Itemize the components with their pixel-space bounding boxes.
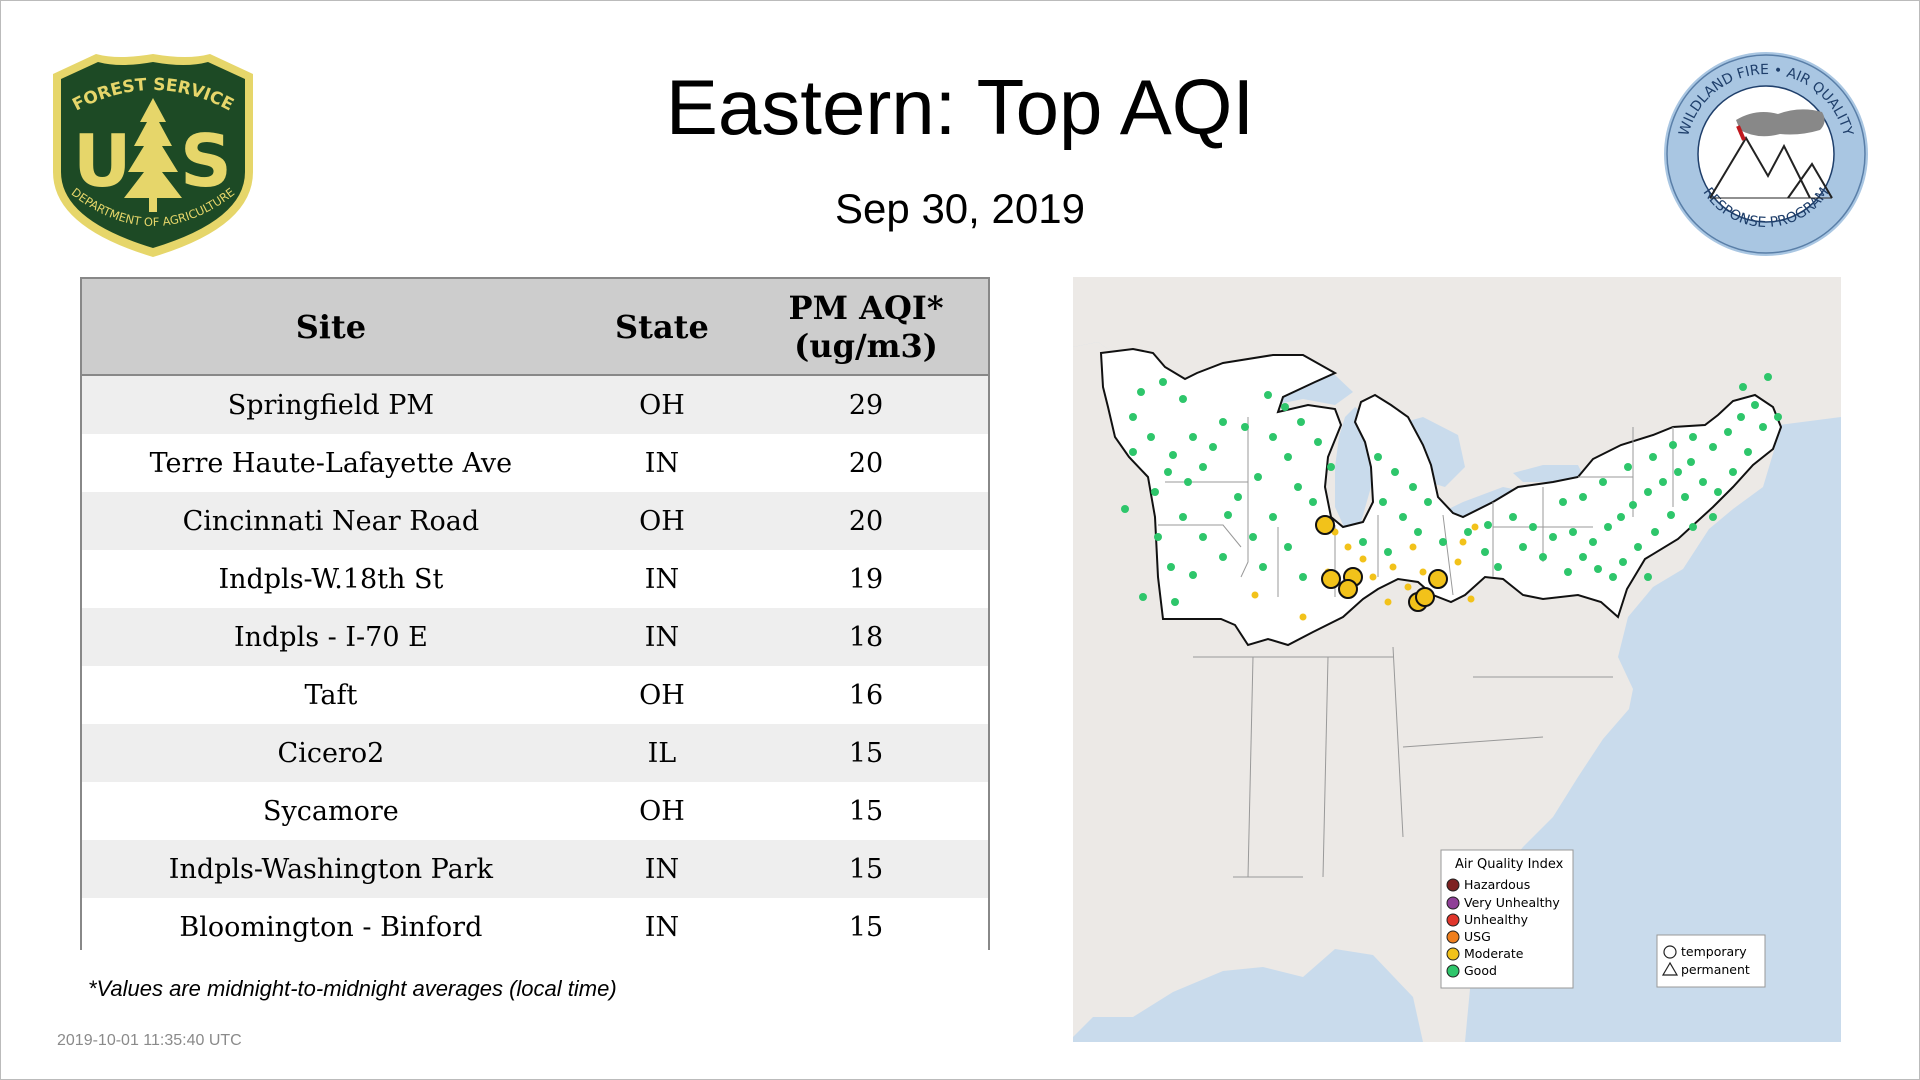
legend-label: Very Unhealthy: [1464, 895, 1560, 910]
cell-state: OH: [639, 679, 685, 711]
table-row: Cincinnati Near Road OH 20: [82, 492, 988, 550]
mountains-icon: [1709, 136, 1811, 199]
map-legend: Air Quality Index Hazardous Very Unhealt…: [1440, 849, 1766, 989]
cell-site: Taft: [304, 679, 358, 711]
cell-aqi: 18: [848, 621, 884, 653]
table-row: Bloomington - Binford IN 15: [82, 898, 988, 956]
permanent-marker-icon: [1661, 961, 1679, 976]
legend-label: USG: [1464, 929, 1491, 944]
table-row: Sycamore OH 15: [82, 782, 988, 840]
legend-item-unhealthy: Unhealthy: [1446, 912, 1529, 927]
state-borders: [1158, 417, 1674, 878]
table-row: Indpls - I-70 E IN 18: [82, 608, 988, 666]
forest-service-logo: FOREST SERVICE U S DEPARTMENT OF AGRICUL…: [48, 52, 258, 258]
header-site: Site: [295, 307, 367, 346]
eastern-region: [1099, 347, 1783, 647]
cell-site: Sycamore: [263, 795, 399, 827]
cell-site: Cincinnati Near Road: [182, 505, 480, 537]
table-row: Indpls-Washington Park IN 15: [82, 840, 988, 898]
table-header: Site State PM AQI* (ug/m3): [82, 279, 988, 376]
cell-aqi: 16: [848, 679, 884, 711]
smoke-plume-icon: [1736, 109, 1825, 137]
wildland-fire-logo: WILDLAND FIRE • AIR QUALITY RESPONSE PRO…: [1660, 48, 1872, 260]
cell-site: Indpls-Washington Park: [168, 853, 493, 885]
flame-icon: [1736, 125, 1746, 141]
legend-item-good: Good: [1446, 963, 1497, 978]
cell-state: IN: [644, 447, 680, 479]
generated-timestamp: 2019-10-01 11:35:40 UTC: [57, 1032, 242, 1049]
header-state: State: [615, 307, 709, 346]
legend-title: Air Quality Index: [1455, 857, 1564, 872]
hazardous-marker: [1446, 878, 1460, 892]
report-date: Sep 30, 2019: [835, 185, 1085, 232]
legend-temporary-label: temporary: [1681, 944, 1747, 959]
cell-state: IN: [644, 621, 680, 653]
cell-site: Springfield PM: [227, 389, 435, 421]
page-title: Eastern: Top AQI: [665, 63, 1255, 151]
table-row: Cicero2 IL 15: [82, 724, 988, 782]
legend-item-hazardous: Hazardous: [1446, 877, 1530, 892]
logo-letter-s: S: [180, 119, 232, 203]
cell-state: IL: [647, 737, 677, 769]
aqi-map: Air Quality Index Hazardous Very Unhealt…: [1073, 277, 1841, 1042]
legend-item-usg: USG: [1446, 929, 1491, 944]
cell-aqi: 29: [848, 389, 884, 421]
good-monitors: [1121, 373, 1782, 606]
cell-site: Indpls - I-70 E: [233, 621, 428, 653]
cell-aqi: 15: [848, 795, 884, 827]
logo-letter-u: U: [73, 119, 131, 203]
table-body: Springfield PM OH 29 Terre Haute-Lafayette…: [82, 376, 988, 956]
cell-state: OH: [639, 389, 685, 421]
unhealthy-marker: [1446, 913, 1460, 927]
table-row: Springfield PM OH 29: [82, 376, 988, 434]
moderate-marker: [1446, 947, 1460, 961]
table-row: Indpls-W.18th St IN 19: [82, 550, 988, 608]
aqi-table: Site State PM AQI* (ug/m3) Springfield P…: [80, 277, 990, 956]
good-marker: [1446, 964, 1460, 978]
cell-aqi: 20: [848, 447, 884, 479]
cell-state: IN: [644, 853, 680, 885]
cell-site: Terre Haute-Lafayette Ave: [149, 447, 513, 479]
legend-label: Hazardous: [1464, 877, 1530, 892]
cell-state: OH: [639, 795, 685, 827]
header-pm-aqi-line1: PM AQI*: [788, 288, 944, 327]
temporary-marker-icon: [1663, 945, 1677, 959]
pine-tree-icon: [124, 98, 182, 212]
legend-label: Good: [1464, 963, 1497, 978]
cell-aqi: 15: [848, 911, 884, 943]
cell-state: IN: [644, 563, 680, 595]
top-aqi-sites: [1315, 515, 1448, 612]
cell-state: OH: [639, 505, 685, 537]
table-row: Taft OH 16: [82, 666, 988, 724]
lake-ontario: [1513, 465, 1583, 482]
very-unhealthy-marker: [1446, 896, 1460, 910]
legend-label: Unhealthy: [1464, 912, 1529, 927]
cell-site: Indpls-W.18th St: [218, 563, 444, 595]
legend-item-moderate: Moderate: [1446, 946, 1524, 961]
table-row: Terre Haute-Lafayette Ave IN 20: [82, 434, 988, 492]
legend-item-very-unhealthy: Very Unhealthy: [1446, 895, 1560, 910]
cell-state: IN: [644, 911, 680, 943]
header-pm-aqi-line2: (ug/m3): [794, 326, 938, 365]
cell-site: Bloomington - Binford: [179, 911, 483, 943]
usg-marker: [1446, 930, 1460, 944]
footnote: *Values are midnight-to-midnight average…: [88, 976, 617, 1001]
header-pm-aqi: PM AQI* (ug/m3): [744, 289, 988, 365]
legend-permanent-label: permanent: [1681, 962, 1750, 977]
cell-aqi: 20: [848, 505, 884, 537]
legend-label: Moderate: [1464, 946, 1524, 961]
cell-aqi: 15: [848, 737, 884, 769]
cell-aqi: 19: [848, 563, 884, 595]
cell-aqi: 15: [848, 853, 884, 885]
cell-site: Cicero2: [277, 737, 385, 769]
